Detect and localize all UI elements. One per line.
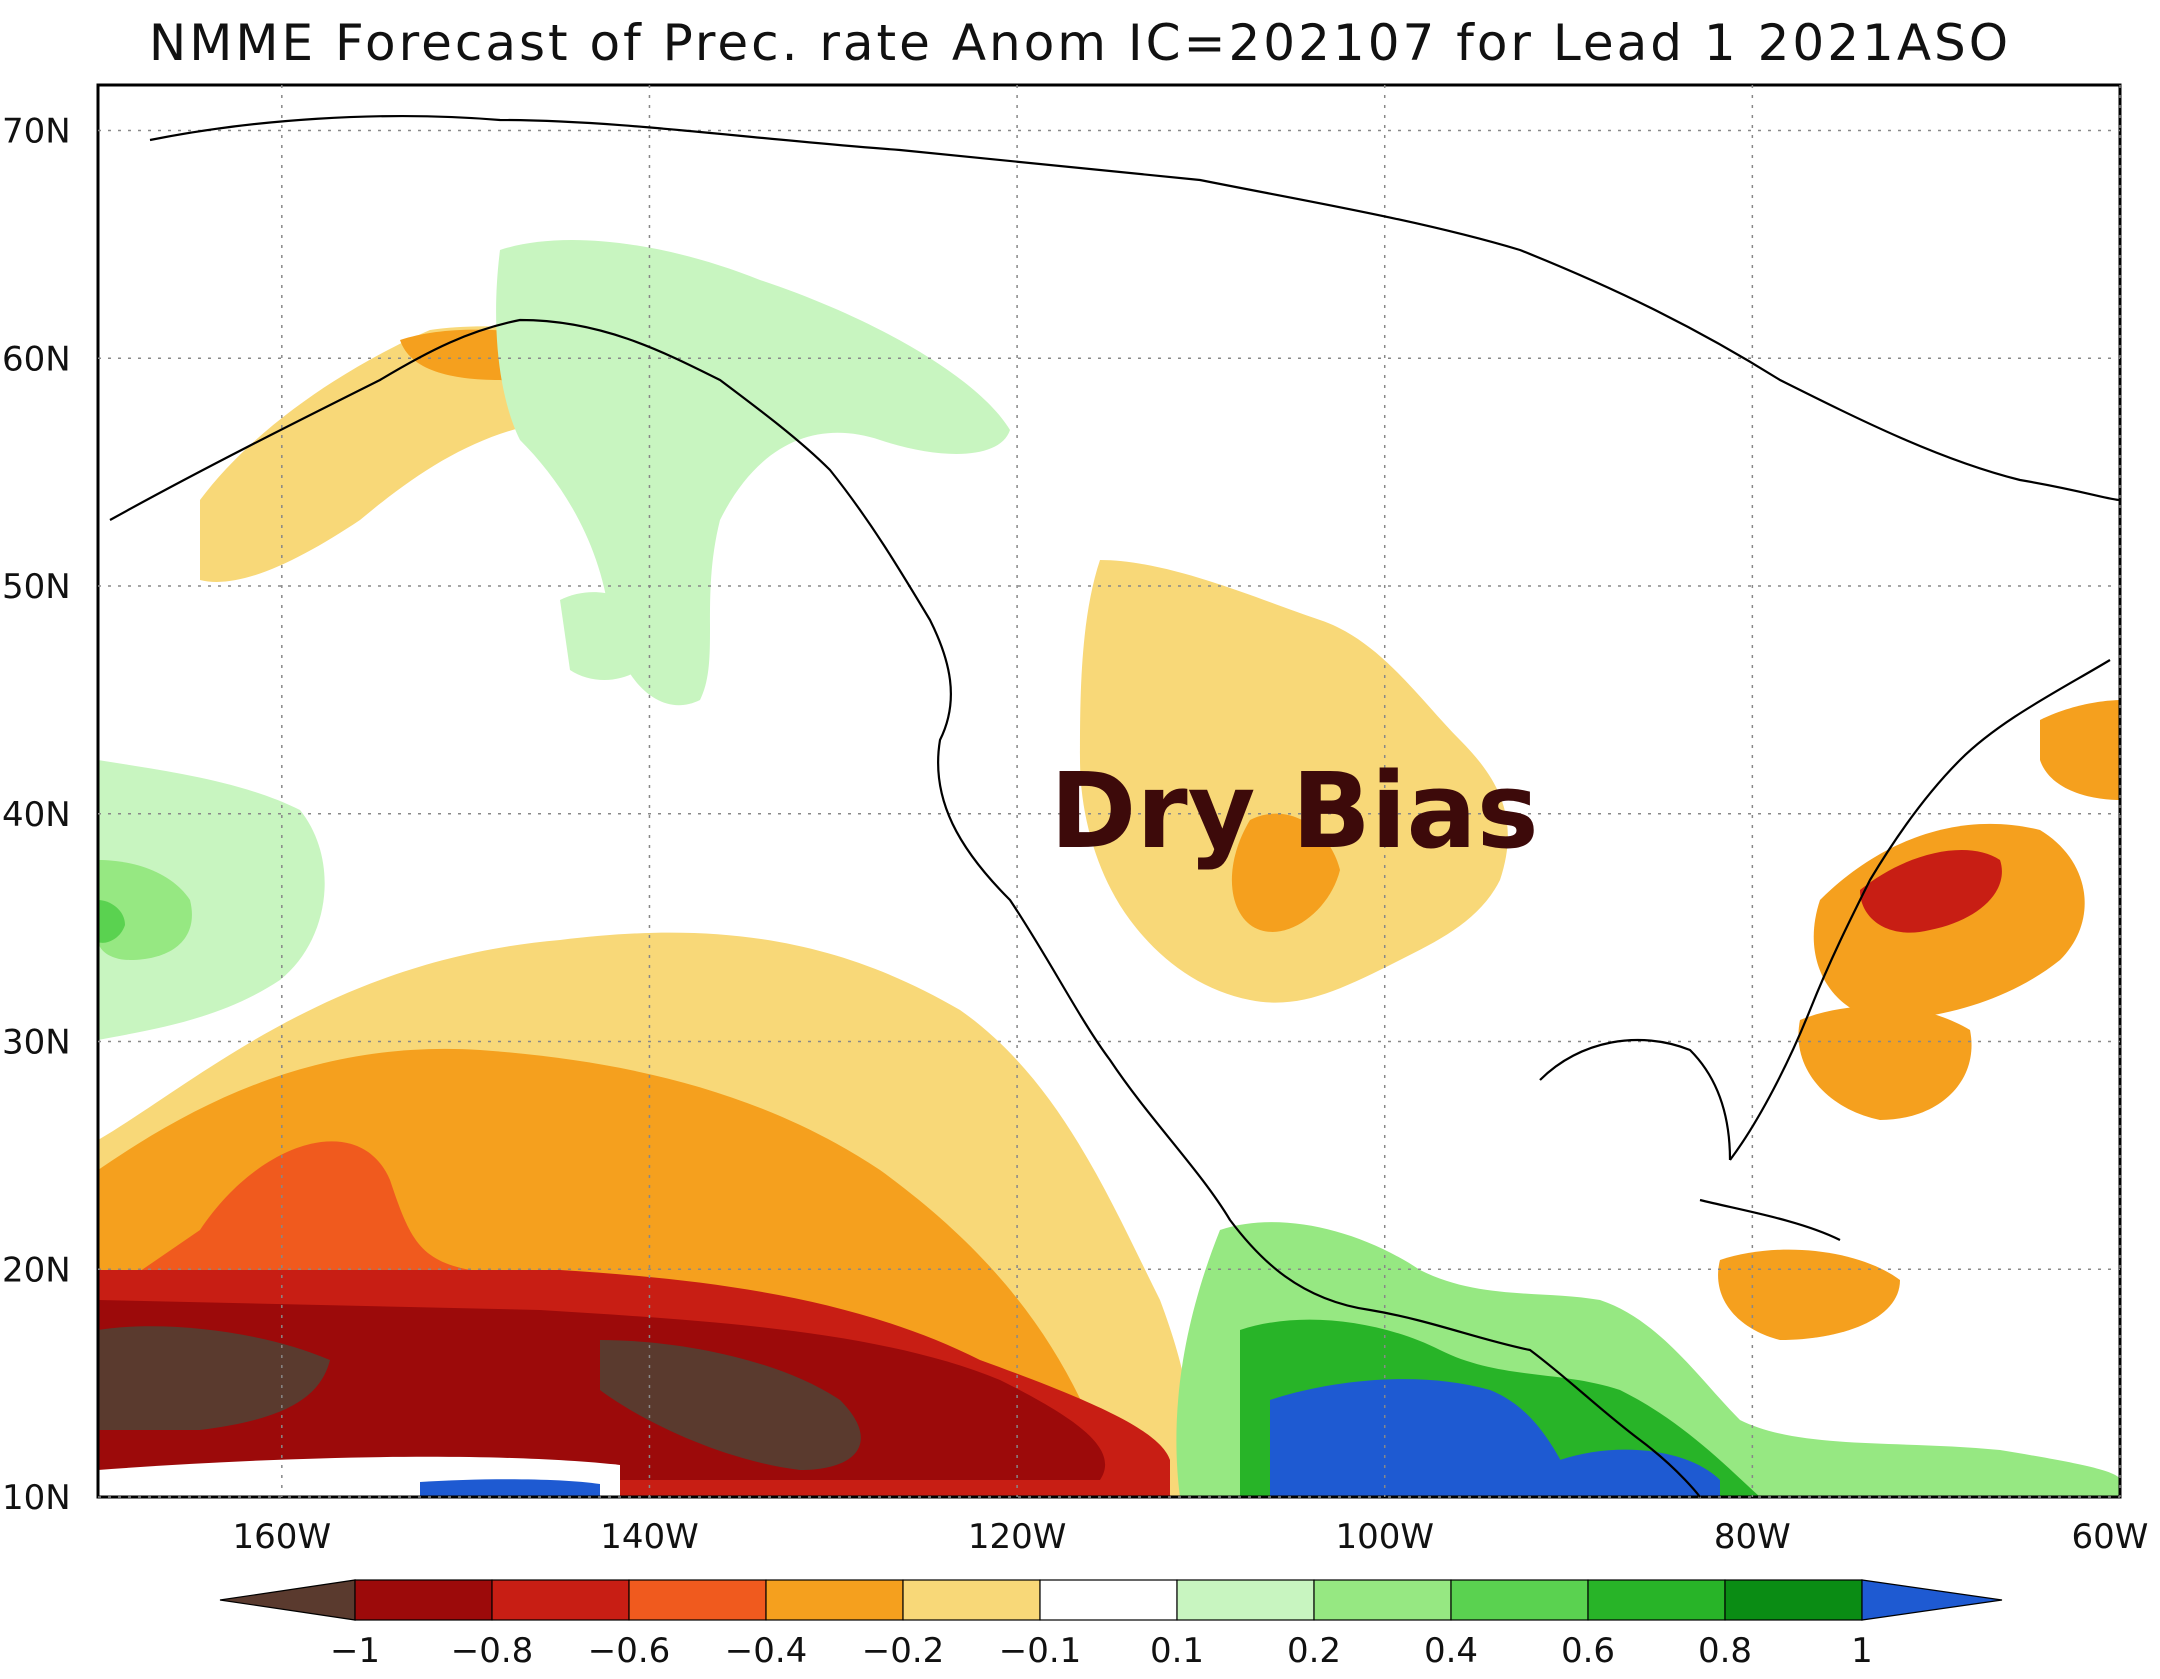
dry-band-brown-west [98, 1326, 330, 1430]
lon-tick-label: 120W [968, 1517, 1067, 1557]
colorbar-label: 0.4 [1424, 1631, 1478, 1671]
colorbar-swatch [1724, 1579, 1863, 1621]
lat-tick-label: 40N [2, 795, 71, 835]
colorbar-label: 0.8 [1698, 1631, 1752, 1671]
colorbar-label: −0.6 [588, 1631, 671, 1671]
colorbar-swatch [1450, 1579, 1589, 1621]
colorbar-swatch [1313, 1579, 1452, 1621]
lon-tick-label: 80W [1714, 1517, 1791, 1557]
colorbar-label: 0.2 [1287, 1631, 1341, 1671]
colorbar-swatch [765, 1579, 904, 1621]
dry-bias-annotation: Dry Bias [1050, 750, 1539, 872]
colorbar-label: −1 [330, 1631, 380, 1671]
colorbar: −1 −0.8 −0.6 −0.4 −0.2 −0.1 0.1 0.2 0.4 0.6 0.8 1 [219, 1579, 2003, 1671]
nw-wet-area [496, 240, 1010, 706]
anomaly-field [98, 85, 2120, 1497]
lat-tick-label: 30N [2, 1023, 71, 1063]
gridlines [98, 85, 2121, 1498]
lon-tick-label: 60W [2072, 1517, 2149, 1557]
colorbar-swatch [902, 1579, 1041, 1621]
lon-tick-label: 160W [233, 1517, 332, 1557]
lon-tick-label: 100W [1335, 1517, 1434, 1557]
lon-tick-label: 140W [600, 1517, 699, 1557]
colorbar-swatch [628, 1579, 767, 1621]
colorbar-swatch [354, 1579, 493, 1621]
colorbar-arrow-low [219, 1579, 356, 1621]
east-pacific-wet [98, 760, 325, 1040]
colorbar-swatch [491, 1579, 630, 1621]
colorbar-label: 0.1 [1150, 1631, 1204, 1671]
map-title: NMME Forecast of Prec. rate Anom IC=2021… [148, 14, 2012, 72]
colorbar-label: 0.6 [1561, 1631, 1615, 1671]
dry-band-brown-east [600, 1340, 861, 1470]
colorbar-label: 1 [1851, 1631, 1873, 1671]
colorbar-swatch [1039, 1579, 1178, 1621]
lat-tick-label: 70N [2, 112, 71, 152]
wet-core-blue [1270, 1379, 1580, 1497]
coastlines [109, 114, 2121, 1498]
colorbar-label: −0.8 [451, 1631, 534, 1671]
colorbar-arrow-high [1861, 1579, 2003, 1621]
colorbar-swatch [1587, 1579, 1726, 1621]
colorbar-label: −0.4 [725, 1631, 808, 1671]
lat-tick-label: 10N [2, 1478, 71, 1518]
lat-tick-label: 20N [2, 1250, 71, 1290]
lat-tick-label: 60N [2, 339, 71, 379]
colorbar-label: −0.1 [999, 1631, 1082, 1671]
lat-tick-label: 50N [2, 567, 71, 607]
interior-dry [1080, 560, 1508, 1003]
colorbar-swatch [1176, 1579, 1315, 1621]
colorbar-label: −0.2 [862, 1631, 945, 1671]
